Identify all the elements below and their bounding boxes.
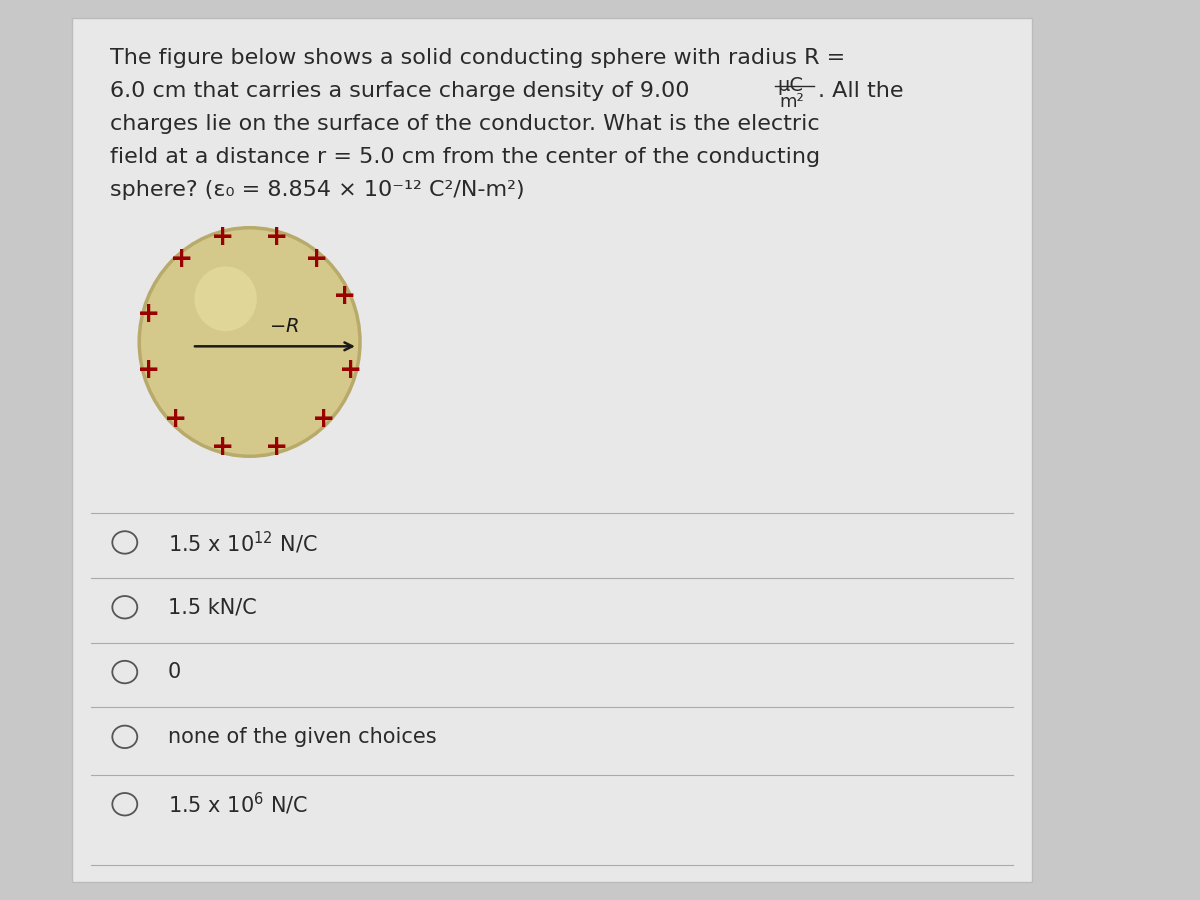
Text: +: + xyxy=(211,223,234,251)
Text: +: + xyxy=(163,405,187,433)
Text: +: + xyxy=(137,356,160,384)
Text: none of the given choices: none of the given choices xyxy=(168,727,437,747)
Text: m²: m² xyxy=(780,94,804,112)
Text: 1.5 x 10$^{12}$ N/C: 1.5 x 10$^{12}$ N/C xyxy=(168,529,318,555)
Text: The figure below shows a solid conducting sphere with radius R =: The figure below shows a solid conductin… xyxy=(110,49,846,68)
Text: +: + xyxy=(312,405,336,433)
Ellipse shape xyxy=(194,266,257,331)
Text: field at a distance r = 5.0 cm from the center of the conducting: field at a distance r = 5.0 cm from the … xyxy=(110,147,821,166)
Text: . All the: . All the xyxy=(818,81,904,101)
Text: +: + xyxy=(305,245,329,273)
Text: $-R$: $-R$ xyxy=(270,317,300,336)
Text: 0: 0 xyxy=(168,662,181,682)
Ellipse shape xyxy=(139,228,360,456)
Text: sphere? (ε₀ = 8.854 × 10⁻¹² C²/N-m²): sphere? (ε₀ = 8.854 × 10⁻¹² C²/N-m²) xyxy=(110,180,526,200)
Text: 1.5 x 10$^{6}$ N/C: 1.5 x 10$^{6}$ N/C xyxy=(168,791,308,817)
Text: 1.5 kN/C: 1.5 kN/C xyxy=(168,598,257,617)
Text: charges lie on the surface of the conductor. What is the electric: charges lie on the surface of the conduc… xyxy=(110,114,820,134)
Text: +: + xyxy=(332,282,356,310)
Text: +: + xyxy=(170,245,194,273)
Text: +: + xyxy=(340,356,362,384)
Text: +: + xyxy=(265,433,288,461)
Text: μC: μC xyxy=(778,76,804,94)
Text: 6.0 cm that carries a surface charge density of 9.00: 6.0 cm that carries a surface charge den… xyxy=(110,81,690,101)
Text: +: + xyxy=(211,433,234,461)
Text: +: + xyxy=(265,223,288,251)
Text: +: + xyxy=(137,300,160,328)
